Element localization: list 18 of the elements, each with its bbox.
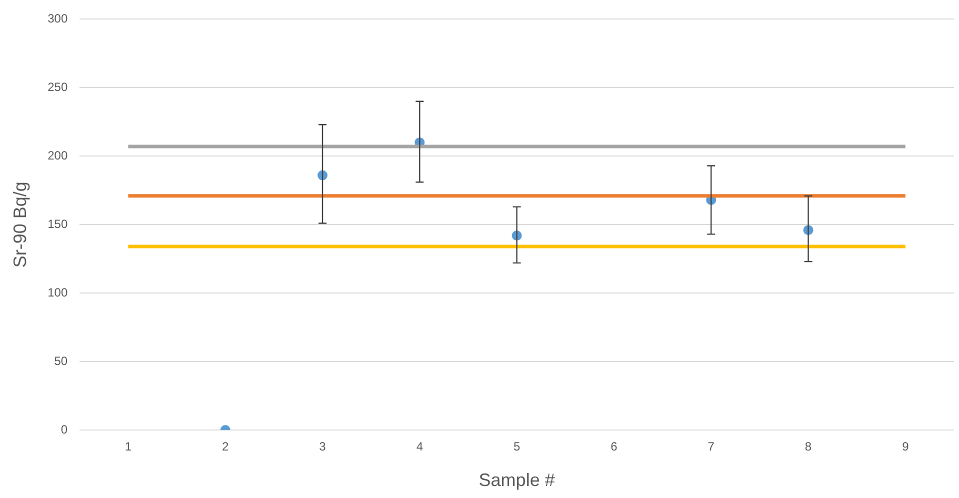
y-tick-label: 250 (48, 80, 68, 94)
x-tick-label: 3 (319, 440, 326, 454)
y-tick-label: 200 (48, 148, 68, 162)
y-tick-label: 0 (60, 422, 68, 436)
y-axis-title: Sr-90 Bq/g (10, 182, 30, 268)
y-tick-label: 50 (54, 354, 68, 368)
y-tick-label: 300 (48, 12, 68, 26)
x-axis-title: Sample # (478, 470, 555, 490)
x-tick-label: 4 (416, 440, 424, 454)
x-tick-label: 8 (804, 440, 812, 454)
y-tick-label: 150 (48, 216, 68, 231)
y-tick-label: 100 (48, 285, 68, 300)
x-tick-label: 6 (610, 440, 618, 454)
x-tick-label: 2 (222, 440, 230, 454)
x-tick-label: 7 (708, 440, 715, 454)
x-tick-label: 5 (513, 440, 520, 454)
x-tick-label: 1 (124, 440, 132, 454)
x-tick-label: 9 (902, 440, 910, 454)
